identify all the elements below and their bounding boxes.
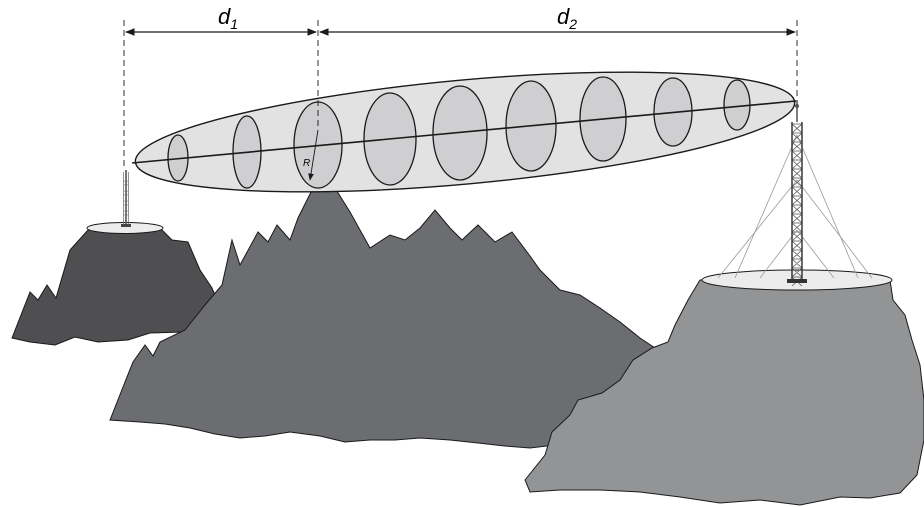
- right-tower: [717, 100, 873, 287]
- d2-letter: d: [557, 4, 570, 29]
- dimension-lines: [123, 20, 798, 168]
- radius-label: R: [303, 158, 310, 169]
- d1-subscript: 1: [230, 16, 238, 32]
- left-tower: [121, 170, 131, 227]
- d1-letter: d: [218, 4, 231, 29]
- left-mountain: [11, 222, 223, 346]
- line-of-sight: [131, 100, 797, 164]
- fresnel-ellipsoid: [131, 71, 797, 193]
- d1-label: d1: [218, 4, 238, 32]
- d2-subscript: 2: [568, 16, 577, 32]
- radius-indicator: R: [303, 129, 319, 181]
- center-mountain: [109, 169, 669, 449]
- d2-label: d2: [557, 4, 577, 32]
- guy-wires: [717, 134, 873, 279]
